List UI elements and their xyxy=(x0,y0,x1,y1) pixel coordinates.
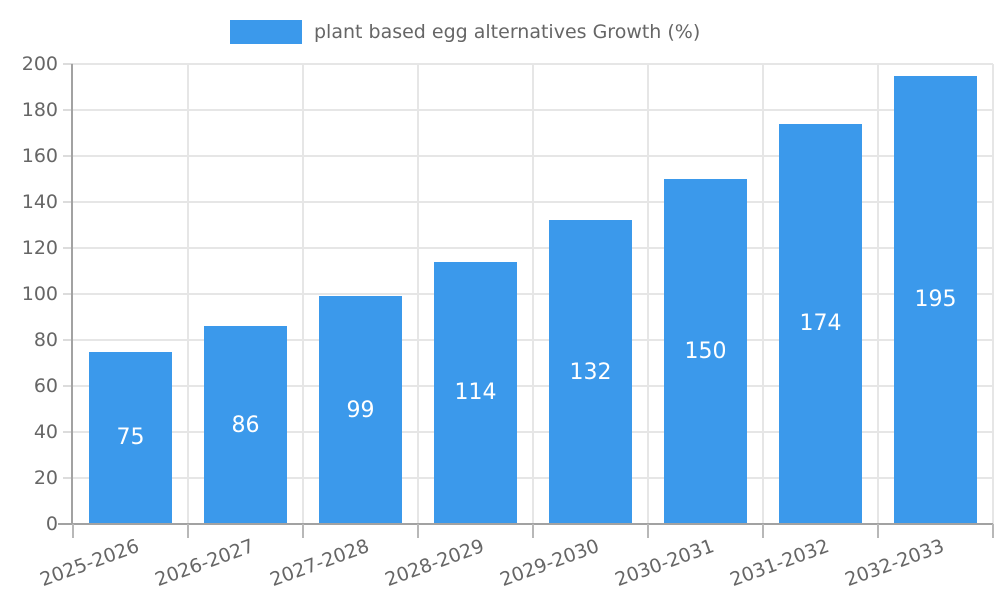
bar[interactable]: 195 xyxy=(894,75,977,524)
x-tick xyxy=(187,524,189,538)
x-tick xyxy=(992,524,994,538)
x-axis-tick-label: 2032-2033 xyxy=(842,535,948,592)
y-axis-tick-label: 200 xyxy=(21,53,58,75)
y-axis-tick-label: 60 xyxy=(33,375,58,397)
x-tick xyxy=(647,524,649,538)
y-axis-line xyxy=(71,64,73,524)
bar[interactable]: 75 xyxy=(89,351,172,524)
x-gridline xyxy=(762,64,764,524)
x-axis-tick-label: 2026-2027 xyxy=(152,535,258,592)
bar[interactable]: 114 xyxy=(434,261,517,524)
y-tick xyxy=(63,63,73,65)
x-axis-tick-label: 2031-2032 xyxy=(727,535,833,592)
x-axis-tick-label: 2025-2026 xyxy=(37,535,143,592)
bar[interactable]: 99 xyxy=(319,296,402,524)
y-tick xyxy=(63,477,73,479)
x-gridline xyxy=(302,64,304,524)
bar-value-label: 132 xyxy=(569,359,612,385)
bar[interactable]: 150 xyxy=(664,179,747,524)
bar-value-label: 75 xyxy=(116,425,145,451)
bar-value-label: 86 xyxy=(231,412,260,438)
y-tick xyxy=(63,293,73,295)
y-axis-tick-label: 120 xyxy=(21,237,58,259)
y-axis-tick-label: 140 xyxy=(21,191,58,213)
x-axis-tick-label: 2027-2028 xyxy=(267,535,373,592)
x-axis-tick-label: 2029-2030 xyxy=(497,535,603,592)
x-axis-tick-label: 2030-2031 xyxy=(612,535,718,592)
legend-label: plant based egg alternatives Growth (%) xyxy=(314,21,701,43)
bar[interactable]: 174 xyxy=(779,123,862,524)
y-axis-tick-label: 100 xyxy=(21,283,58,305)
x-gridline xyxy=(187,64,189,524)
x-axis-line xyxy=(58,523,993,525)
y-axis-tick-label: 160 xyxy=(21,145,58,167)
y-tick xyxy=(63,155,73,157)
bar-value-label: 195 xyxy=(914,287,957,313)
y-tick xyxy=(63,385,73,387)
x-gridline xyxy=(417,64,419,524)
x-tick xyxy=(417,524,419,538)
y-tick xyxy=(63,109,73,111)
x-gridline xyxy=(877,64,879,524)
x-tick xyxy=(72,524,74,538)
y-tick xyxy=(63,431,73,433)
bar-value-label: 174 xyxy=(799,311,842,337)
x-axis-tick-label: 2028-2029 xyxy=(382,535,488,592)
y-tick xyxy=(63,339,73,341)
bar[interactable]: 86 xyxy=(204,326,287,524)
y-tick xyxy=(63,201,73,203)
y-axis-tick-label: 0 xyxy=(45,513,58,535)
y-axis-tick-label: 20 xyxy=(33,467,58,489)
bar-value-label: 99 xyxy=(346,397,375,423)
y-axis-tick-label: 80 xyxy=(33,329,58,351)
bar-value-label: 150 xyxy=(684,339,727,364)
x-gridline xyxy=(647,64,649,524)
x-tick xyxy=(762,524,764,538)
bar-value-label: 114 xyxy=(454,380,497,406)
x-tick xyxy=(532,524,534,538)
y-axis-tick-label: 180 xyxy=(21,99,58,121)
legend-item[interactable]: plant based egg alternatives Growth (%) xyxy=(230,20,700,44)
x-tick xyxy=(302,524,304,538)
x-gridline xyxy=(532,64,534,524)
bar[interactable]: 132 xyxy=(549,220,632,524)
y-tick xyxy=(63,247,73,249)
x-gridline xyxy=(992,64,994,524)
x-tick xyxy=(877,524,879,538)
legend-swatch xyxy=(230,20,302,44)
y-axis-tick-label: 40 xyxy=(33,421,58,443)
